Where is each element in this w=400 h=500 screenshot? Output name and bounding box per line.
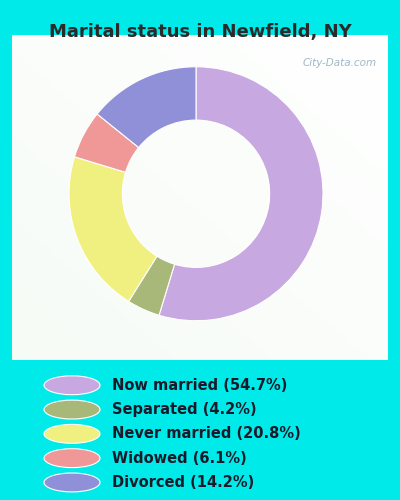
Wedge shape	[97, 66, 196, 148]
Text: Marital status in Newfield, NY: Marital status in Newfield, NY	[49, 22, 351, 40]
Wedge shape	[159, 66, 323, 320]
Circle shape	[44, 424, 100, 444]
Text: Separated (4.2%): Separated (4.2%)	[112, 402, 257, 417]
Circle shape	[44, 473, 100, 492]
Wedge shape	[129, 256, 174, 316]
Wedge shape	[69, 157, 157, 302]
Wedge shape	[74, 114, 139, 172]
Text: Now married (54.7%): Now married (54.7%)	[112, 378, 287, 393]
Text: City-Data.com: City-Data.com	[302, 58, 377, 68]
Text: Divorced (14.2%): Divorced (14.2%)	[112, 475, 254, 490]
Circle shape	[44, 376, 100, 394]
Text: Widowed (6.1%): Widowed (6.1%)	[112, 450, 247, 466]
Text: Never married (20.8%): Never married (20.8%)	[112, 426, 301, 442]
Circle shape	[44, 400, 100, 419]
Circle shape	[44, 448, 100, 468]
